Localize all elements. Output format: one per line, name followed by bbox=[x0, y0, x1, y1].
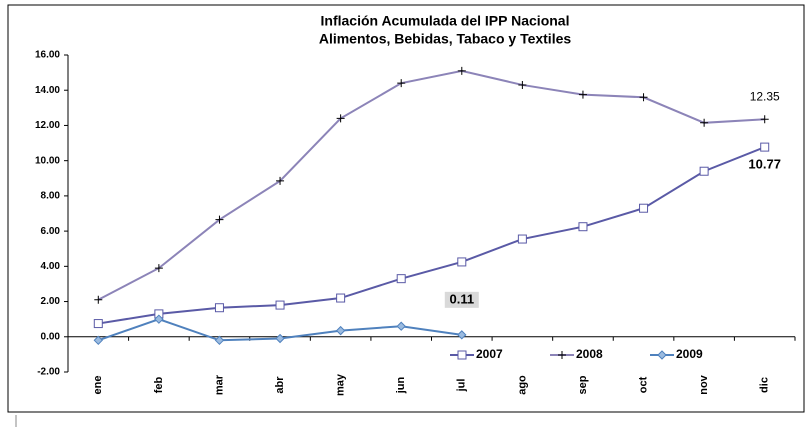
marker bbox=[94, 295, 103, 304]
y-tick-label: 8.00 bbox=[41, 191, 61, 202]
marker bbox=[657, 350, 667, 360]
marker bbox=[154, 264, 163, 273]
x-tick-label: abr bbox=[274, 376, 286, 394]
marker bbox=[214, 335, 225, 346]
x-tick-label: dic bbox=[759, 377, 771, 393]
x-tick-label: jun bbox=[395, 376, 407, 394]
marker bbox=[578, 222, 588, 232]
data-label: 12.35 bbox=[750, 89, 780, 103]
marker bbox=[93, 319, 103, 329]
marker bbox=[518, 80, 527, 89]
marker bbox=[457, 257, 467, 267]
data-label: 0.11 bbox=[449, 291, 474, 306]
marker bbox=[154, 314, 164, 324]
marker bbox=[457, 66, 466, 75]
data-label-box bbox=[444, 291, 479, 308]
marker bbox=[760, 115, 769, 124]
marker bbox=[335, 325, 346, 336]
marker bbox=[457, 330, 467, 340]
y-tick-label: 16.00 bbox=[35, 50, 60, 61]
chart-frame bbox=[7, 4, 805, 413]
x-tick-label: oct bbox=[637, 376, 649, 393]
marker bbox=[699, 166, 709, 176]
marker bbox=[639, 203, 649, 213]
x-tick-label: nov bbox=[698, 374, 710, 394]
marker bbox=[578, 90, 587, 99]
marker bbox=[700, 118, 709, 127]
x-tick-label: ago bbox=[516, 375, 528, 395]
marker bbox=[457, 350, 467, 360]
marker bbox=[93, 335, 103, 346]
marker bbox=[396, 321, 406, 331]
series-line bbox=[97, 69, 765, 301]
x-tick-label: jul bbox=[456, 379, 468, 393]
x-tick-label: ene bbox=[92, 376, 104, 395]
x-tick-label: feb bbox=[153, 376, 165, 393]
marker bbox=[276, 176, 285, 185]
y-tick-label: 10.00 bbox=[35, 155, 60, 166]
marker bbox=[517, 234, 527, 244]
marker bbox=[275, 300, 285, 310]
marker bbox=[397, 79, 406, 88]
y-tick-label: -2.00 bbox=[37, 367, 60, 378]
marker bbox=[215, 215, 224, 224]
y-tick-label: 6.00 bbox=[41, 226, 61, 237]
marker bbox=[336, 114, 345, 123]
y-tick-label: 12.00 bbox=[35, 120, 60, 131]
x-tick-label: mar bbox=[213, 374, 225, 395]
marker bbox=[214, 303, 224, 313]
marker bbox=[558, 351, 566, 359]
x-tick-label: may bbox=[335, 373, 347, 396]
marker bbox=[760, 142, 770, 152]
legend-label: 2009 bbox=[676, 347, 703, 361]
y-tick-label: 4.00 bbox=[41, 261, 61, 272]
series-line bbox=[98, 146, 766, 325]
y-tick-label: 14.00 bbox=[35, 85, 60, 96]
legend-label: 2007 bbox=[476, 347, 503, 361]
marker bbox=[336, 293, 346, 303]
marker bbox=[396, 274, 406, 284]
data-label: 10.77 bbox=[748, 157, 781, 172]
x-tick-label: sep bbox=[577, 375, 589, 394]
y-tick-label: 2.00 bbox=[41, 296, 61, 307]
legend-label: 2008 bbox=[576, 347, 603, 361]
marker bbox=[639, 93, 648, 102]
y-tick-label: 0.00 bbox=[41, 331, 61, 342]
chart-title: Inflación Acumulada del IPP Nacional bbox=[321, 13, 570, 29]
chart-subtitle: Alimentos, Bebidas, Tabaco y Textiles bbox=[319, 31, 572, 47]
marker bbox=[275, 333, 285, 344]
